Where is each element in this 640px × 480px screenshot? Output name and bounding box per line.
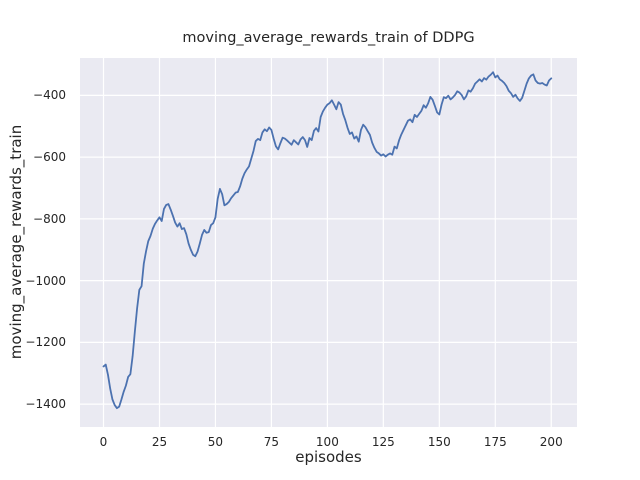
y-tick-label: −1000 — [25, 273, 66, 288]
x-tick-label: 125 — [371, 435, 395, 449]
x-tick-label: 150 — [427, 435, 451, 449]
chart-title: moving_average_rewards_train of DDPG — [182, 30, 475, 46]
plot-background — [80, 58, 577, 427]
x-tick-label: 200 — [539, 435, 563, 449]
x-tick-label: 0 — [99, 435, 108, 449]
plot-canvas — [80, 58, 577, 427]
x-axis-label: episodes — [295, 448, 362, 466]
x-tick-label: 50 — [207, 435, 224, 449]
y-tick-label: −400 — [33, 88, 66, 103]
y-tick-label: −1400 — [25, 397, 66, 412]
x-tick-label: 25 — [151, 435, 168, 449]
y-tick-label: −600 — [33, 150, 66, 165]
y-tick-label: −1200 — [25, 335, 66, 350]
x-tick-label: 175 — [483, 435, 507, 449]
plot-area — [80, 58, 577, 427]
x-tick-label: 100 — [315, 435, 339, 449]
x-tick-label: 75 — [263, 435, 280, 449]
series-line — [102, 71, 553, 410]
y-tick-label: −800 — [33, 211, 66, 226]
